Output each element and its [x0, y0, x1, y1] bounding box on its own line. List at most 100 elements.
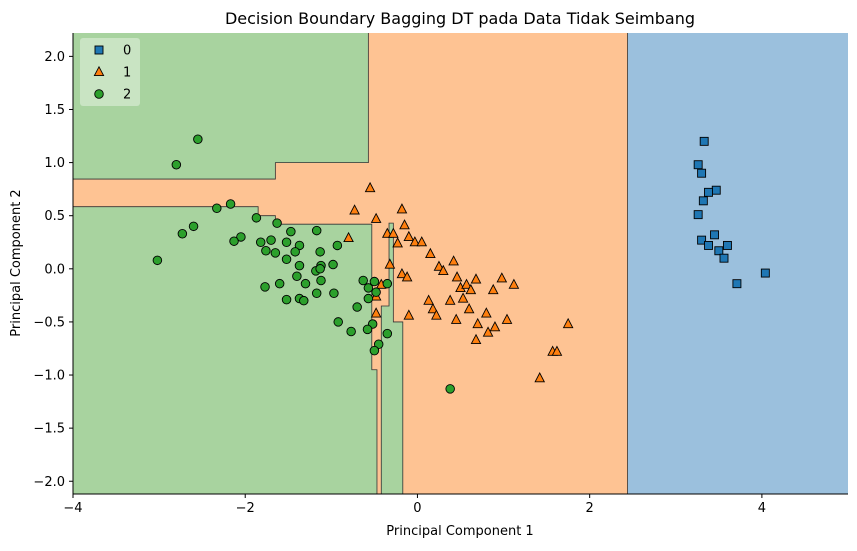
- data-point-class-2: [299, 295, 309, 306]
- data-point-class-2: [352, 302, 362, 312]
- data-point-class-1: [463, 303, 475, 314]
- data-point-class-1: [433, 260, 445, 271]
- data-point-class-2: [362, 324, 373, 335]
- data-point-class-0: [760, 268, 770, 278]
- data-point-class-2: [315, 264, 325, 274]
- data-point-class-1: [487, 283, 499, 295]
- legend-label-2: 2: [123, 88, 131, 103]
- legend: 0 1 2: [80, 38, 140, 106]
- data-point-class-1: [501, 313, 513, 324]
- y-tick-label: 1.5: [44, 103, 65, 118]
- data-point-class-1: [401, 271, 413, 282]
- data-point-class-2: [266, 235, 276, 245]
- axes: −4 −2 0 2 4 −2.0 −1.5 −1.0 −0.5 0.0 0.5 1.0 1.5 2.0: [33, 33, 848, 516]
- data-point-class-0: [698, 196, 708, 206]
- x-tick-label: 2: [586, 501, 594, 516]
- data-point-class-1: [392, 237, 403, 248]
- data-point-class-2: [332, 240, 343, 251]
- y-tick-label: −1.5: [33, 422, 65, 437]
- data-point-class-2: [272, 218, 282, 228]
- data-point-class-0: [719, 253, 729, 263]
- data-point-class-1: [399, 219, 410, 230]
- data-point-class-0: [722, 240, 732, 250]
- data-point-class-2: [369, 345, 380, 356]
- data-point-class-2: [333, 317, 343, 327]
- data-point-class-2: [177, 229, 188, 239]
- data-point-class-2: [281, 254, 292, 265]
- data-point-class-0: [693, 210, 703, 220]
- data-point-class-0: [697, 235, 707, 245]
- data-point-class-1: [450, 313, 462, 324]
- data-point-class-1: [409, 236, 421, 247]
- data-point-class-2: [236, 232, 246, 242]
- legend-label-0: 0: [123, 44, 131, 59]
- data-point-class-2: [294, 260, 305, 271]
- data-point-class-2: [329, 288, 339, 298]
- data-point-class-2: [316, 275, 326, 286]
- data-point-class-1: [423, 294, 434, 305]
- data-point-class-2: [292, 271, 302, 281]
- data-point-class-2: [193, 134, 203, 144]
- data-point-class-2: [311, 225, 322, 236]
- data-point-class-2: [369, 276, 380, 287]
- data-point-class-2: [260, 282, 270, 292]
- data-point-class-1: [508, 278, 520, 289]
- data-point-class-1: [534, 372, 546, 383]
- data-point-class-1: [416, 236, 428, 247]
- data-point-class-1: [457, 292, 469, 303]
- data-point-class-1: [496, 272, 508, 283]
- x-tick-label: 0: [413, 501, 421, 516]
- data-point-class-2: [382, 278, 393, 289]
- data-point-class-1: [370, 307, 382, 318]
- data-point-class-0: [699, 136, 709, 146]
- y-tick-label: 0.0: [44, 262, 65, 277]
- data-point-class-0: [693, 160, 703, 170]
- y-tick-label: −1.0: [33, 369, 65, 384]
- data-point-class-1: [472, 317, 484, 329]
- y-tick-label: 0.5: [44, 209, 65, 224]
- data-point-class-2: [382, 328, 393, 339]
- data-point-class-2: [286, 226, 296, 237]
- x-axis-label: Principal Component 1: [386, 524, 533, 539]
- legend-marker-1: [93, 65, 105, 77]
- chart-title: Decision Boundary Bagging DT pada Data T…: [225, 9, 695, 28]
- x-tick-label: −2: [236, 501, 255, 516]
- y-tick-label: −0.5: [33, 315, 65, 330]
- data-point-class-2: [311, 288, 322, 298]
- data-point-class-1: [470, 273, 482, 284]
- legend-marker-2: [94, 89, 104, 99]
- data-point-class-2: [300, 278, 311, 289]
- data-point-class-2: [274, 278, 285, 289]
- data-point-class-1: [448, 255, 459, 266]
- data-point-class-2: [229, 236, 239, 246]
- data-point-class-0: [732, 279, 742, 289]
- data-point-class-2: [188, 221, 199, 232]
- legend-label-1: 1: [123, 66, 131, 81]
- data-point-class-0: [697, 168, 707, 178]
- data-point-class-1: [364, 181, 376, 193]
- data-point-class-1: [396, 267, 408, 279]
- data-point-class-1: [551, 345, 563, 356]
- data-point-class-0: [714, 246, 724, 256]
- data-point-class-1: [343, 231, 354, 243]
- data-point-class-2: [281, 237, 292, 248]
- region-class-2-strip: [381, 305, 390, 494]
- data-point-class-2: [346, 326, 356, 337]
- y-tick-label: −2.0: [33, 475, 65, 490]
- data-point-class-1: [482, 326, 494, 337]
- data-point-class-2: [270, 248, 281, 258]
- data-point-class-1: [349, 204, 360, 215]
- data-point-class-2: [315, 247, 325, 257]
- data-point-class-0: [704, 187, 713, 197]
- legend-marker-0: [94, 45, 104, 55]
- data-point-class-1: [470, 333, 482, 345]
- region-class-0: [627, 33, 848, 494]
- data-point-class-2: [171, 159, 182, 170]
- data-point-class-2: [445, 384, 455, 394]
- data-point-class-1: [403, 230, 415, 241]
- data-point-class-2: [225, 199, 236, 209]
- data-point-class-2: [358, 275, 368, 286]
- data-point-class-1: [451, 271, 463, 282]
- region-class-2-right: [389, 223, 403, 494]
